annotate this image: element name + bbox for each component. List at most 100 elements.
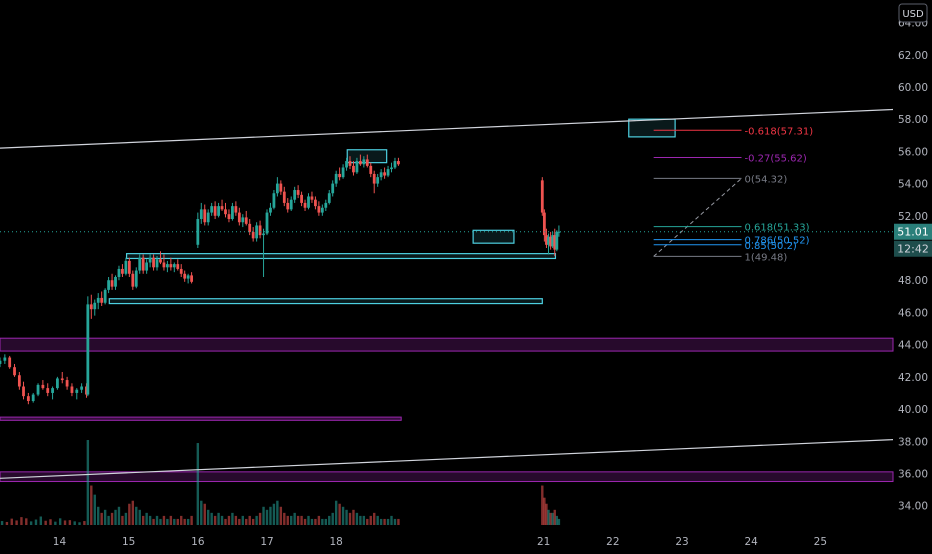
volume-bar: [390, 515, 393, 525]
volume-bar: [296, 515, 300, 525]
volume-bar: [231, 512, 234, 525]
candle-body: [244, 217, 248, 224]
volume-bar: [39, 516, 43, 525]
volume-bar: [283, 512, 286, 525]
volume-bar: [68, 520, 72, 525]
x-tick-label: 22: [606, 536, 619, 548]
volume-bar: [190, 515, 193, 525]
volume-bar: [135, 506, 138, 525]
volume-bar: [63, 520, 67, 525]
volume-bar: [541, 485, 544, 525]
volume-bar: [255, 515, 258, 525]
volume-bar: [78, 522, 81, 525]
candle-body: [60, 378, 64, 381]
candle-body: [379, 172, 383, 178]
volume-bar: [300, 515, 303, 525]
volume-bar: [20, 517, 23, 525]
candle-body: [183, 273, 187, 279]
volume-bar: [5, 521, 9, 525]
candle-body: [334, 173, 338, 184]
volume-bar: [279, 506, 283, 525]
volume-bar: [128, 503, 131, 525]
candle-body: [272, 193, 276, 208]
candle-body: [117, 268, 121, 277]
cyan-zones: [108, 118, 676, 305]
purple-zones: [0, 337, 894, 483]
volume-bar: [549, 512, 552, 525]
price-axis[interactable]: 64.0062.0060.0058.0056.0054.0052.0050.00…: [898, 18, 928, 513]
candle-body: [51, 388, 54, 393]
candle-body: [127, 260, 131, 274]
currency-button[interactable]: USD: [898, 3, 928, 23]
candle-body: [131, 273, 135, 287]
volume-bar: [276, 500, 279, 525]
cyan-zone: [472, 229, 515, 244]
candle-body: [383, 172, 386, 176]
candle-body: [172, 264, 176, 268]
candle-body: [551, 235, 555, 247]
last-price-badge: 51.01 12:42: [894, 223, 932, 257]
candle-body: [237, 212, 241, 223]
volume-bar: [15, 520, 18, 525]
volume-bar: [183, 518, 186, 525]
volume-bar: [227, 515, 231, 525]
volume-bar: [317, 515, 321, 525]
volume-bar: [83, 521, 86, 525]
y-tick-label: 56.00: [898, 146, 928, 158]
volume-bar: [328, 515, 331, 525]
candle-body: [220, 206, 224, 210]
time-axis[interactable]: 14 15 16 17 18 21 22 23 24 25: [53, 536, 827, 548]
candle-body: [540, 180, 544, 213]
candle-body: [114, 276, 117, 287]
candle-body: [176, 264, 180, 269]
volume-bar: [362, 515, 366, 525]
candle-body: [386, 169, 390, 176]
x-tick-label: 21: [537, 536, 550, 548]
candle-body: [26, 396, 30, 401]
volume-bar: [141, 515, 145, 525]
candle-body: [362, 159, 366, 165]
candle-body: [162, 262, 166, 268]
candle-body: [152, 257, 155, 268]
candle-body: [227, 214, 231, 220]
volume-bar: [303, 518, 307, 525]
candle-body: [555, 231, 559, 250]
candles: [0, 154, 561, 405]
volume-bar: [238, 518, 241, 525]
candle-body: [210, 206, 214, 213]
volume-bar: [162, 515, 166, 525]
volume-bar: [10, 518, 13, 525]
candle-body: [199, 209, 203, 220]
fib-level-label: -0.27(55.62): [745, 154, 807, 165]
candle-body: [352, 165, 355, 173]
candle-body: [190, 275, 194, 282]
candle-body: [0, 360, 2, 364]
candle-body: [262, 233, 265, 236]
volume-bar: [124, 512, 128, 525]
volume-bar: [58, 518, 62, 525]
volume-bars: [0, 440, 561, 525]
volume-bar: [169, 515, 173, 525]
candle-body: [241, 217, 245, 223]
candle-body: [203, 209, 207, 223]
volume-bar: [543, 497, 546, 525]
candle-body: [22, 386, 25, 397]
candle-body: [557, 231, 561, 233]
volume-bar: [557, 518, 561, 525]
y-tick-label: 36.00: [898, 468, 928, 480]
candle-body: [547, 236, 550, 245]
candle-body: [186, 275, 190, 279]
purple-zone: [0, 471, 894, 483]
candle-body: [553, 235, 557, 250]
candle-body: [314, 199, 317, 207]
cyan-zone: [108, 298, 543, 305]
candle-body: [148, 257, 152, 263]
candle-body: [258, 225, 262, 236]
currency-label: USD: [902, 9, 924, 20]
candle-body: [65, 380, 69, 387]
candle-body: [369, 165, 373, 174]
volume-bar: [310, 518, 314, 525]
volume-bar: [224, 518, 227, 525]
